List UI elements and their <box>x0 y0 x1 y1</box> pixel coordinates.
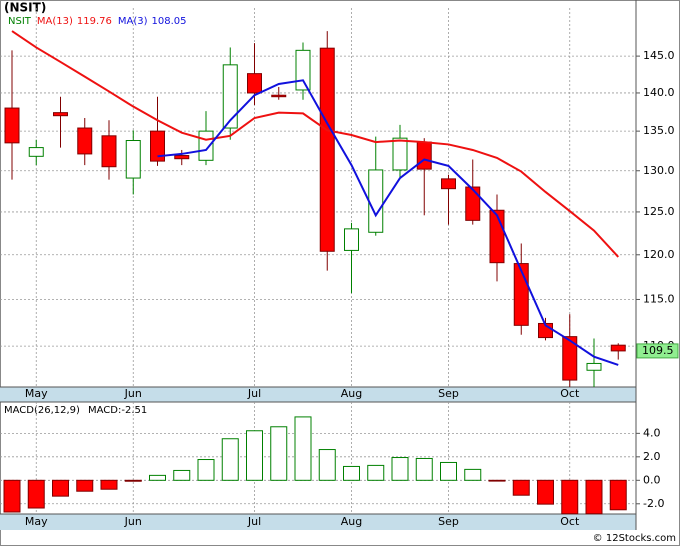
legend: MACD:-2.51 <box>88 405 147 416</box>
y-tick-label: 2.0 <box>643 450 661 463</box>
x-tick-label: Oct <box>560 387 580 400</box>
x-tick-label: May <box>25 387 48 400</box>
candle-body <box>319 47 335 252</box>
y-tick-label: 120.0 <box>643 248 675 261</box>
macd-bar <box>561 479 579 515</box>
x-tick-label: Jul <box>247 515 261 528</box>
x-tick-label: Oct <box>560 515 580 528</box>
macd-bar <box>512 479 530 496</box>
macd-bar <box>3 479 21 513</box>
candle-body <box>125 140 141 179</box>
last-price-label: 109.5 <box>642 344 674 357</box>
legend-name: MA(13) <box>37 16 73 27</box>
candle-body <box>222 64 238 129</box>
macd-bar <box>609 479 627 511</box>
y-tick-label: 130.0 <box>643 164 675 177</box>
y-tick-label: 125.0 <box>643 205 675 218</box>
y-tick-label: 115.0 <box>643 292 675 305</box>
candle-body <box>368 169 384 233</box>
candle-body <box>53 112 68 117</box>
macd-bar <box>415 457 433 481</box>
legend-value: 108.05 <box>152 16 187 27</box>
candle-body <box>198 130 214 161</box>
candle-body <box>77 127 93 155</box>
x-tick-label: Sep <box>438 515 459 528</box>
macd-bar <box>149 474 166 481</box>
macd-bar <box>27 479 45 509</box>
y-tick-label: 4.0 <box>643 426 661 439</box>
macd-bar <box>76 479 94 492</box>
candle-body <box>441 178 456 190</box>
candle-body <box>465 186 481 221</box>
macd-bar <box>100 479 118 490</box>
x-axis-band <box>0 387 636 402</box>
y-tick-label: 145.0 <box>643 49 675 62</box>
legend-value: 119.76 <box>77 16 112 27</box>
y-tick-label: 140.0 <box>643 86 675 99</box>
macd-bar <box>537 479 554 505</box>
ma-line <box>11 30 619 258</box>
legend-symbol: NSIT <box>8 16 32 27</box>
x-tick-label: Aug <box>341 515 362 528</box>
macd-bar <box>270 426 288 481</box>
y-tick-label: 0.0 <box>643 473 661 486</box>
macd-bar <box>197 459 215 481</box>
x-tick-label: Jun <box>124 515 142 528</box>
macd-bar <box>464 468 482 481</box>
legend-value: -2.51 <box>121 405 147 416</box>
macd-bar <box>391 457 409 481</box>
candle-body <box>392 137 408 171</box>
candle-body <box>101 135 117 168</box>
candle-body <box>610 344 626 352</box>
x-tick-label: Sep <box>438 387 459 400</box>
y-tick-label: -2.0 <box>643 497 664 510</box>
last-price-box <box>636 343 679 359</box>
candle-body <box>562 336 578 381</box>
macd-bar <box>173 469 191 481</box>
macd-bar <box>367 464 385 481</box>
candle-body <box>28 147 44 157</box>
candle-body <box>271 94 287 98</box>
ma-line <box>157 79 619 366</box>
macd-bar <box>52 479 69 497</box>
x-tick-label: Jul <box>247 387 261 400</box>
candle-body <box>416 141 432 170</box>
footer: © 12Stocks.com <box>593 533 676 544</box>
candle-body <box>247 73 262 94</box>
x-tick-label: Jun <box>124 387 142 400</box>
x-tick-label: Aug <box>341 387 362 400</box>
candle-body <box>174 155 190 160</box>
legend-name: MA(3) <box>118 16 148 27</box>
chart-title: (NSIT) <box>4 1 46 15</box>
candle-body <box>4 107 20 144</box>
candle-body <box>586 362 602 371</box>
macd-bar <box>488 479 506 482</box>
y-tick-label: 135.0 <box>643 124 675 137</box>
candle-body <box>344 228 359 251</box>
candle-body <box>295 49 311 91</box>
x-tick-label: May <box>25 515 48 528</box>
macd-bar <box>343 465 360 481</box>
legend: NSIT MA(13) 119.76 MA(3) 108.05 <box>8 16 187 27</box>
panel-title: MACD(26,12,9) <box>4 405 80 416</box>
macd-bar <box>294 416 312 481</box>
legend-name: MACD: <box>88 405 121 416</box>
macd-bar <box>440 461 457 481</box>
x-axis-band <box>0 514 636 530</box>
macd-bar <box>585 479 603 515</box>
macd-bar <box>124 479 142 482</box>
macd-bar <box>318 449 336 481</box>
macd-bar <box>221 438 239 481</box>
candle-body <box>150 130 165 162</box>
candle-body <box>489 209 505 264</box>
macd-bar <box>246 430 263 481</box>
